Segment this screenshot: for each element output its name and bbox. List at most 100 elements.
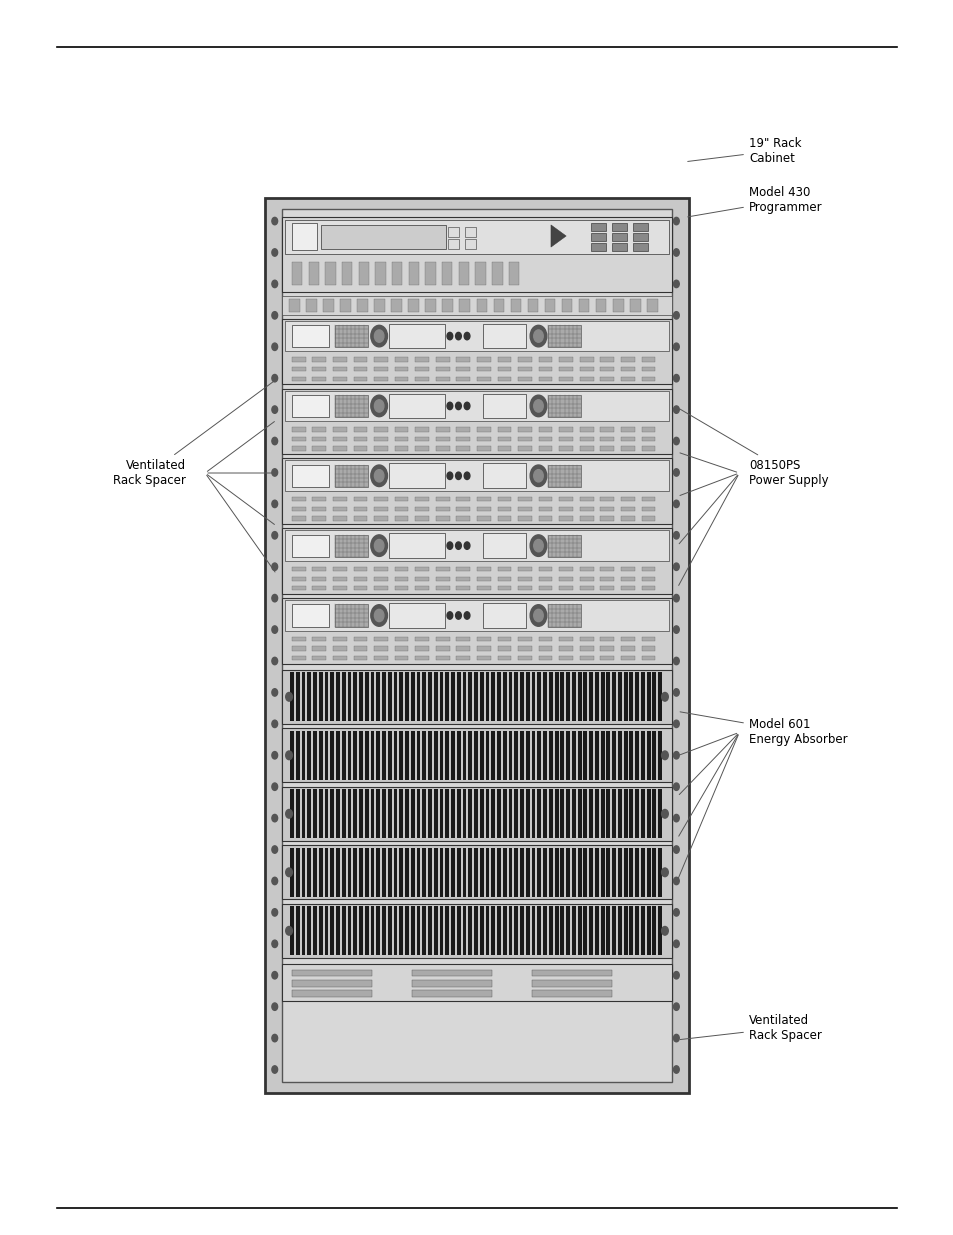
Circle shape	[447, 611, 453, 619]
Bar	[394, 672, 397, 721]
Bar	[451, 906, 455, 956]
Bar	[313, 357, 326, 362]
Bar	[375, 672, 379, 721]
Bar	[333, 357, 346, 362]
Bar	[388, 847, 392, 897]
Bar	[632, 243, 647, 251]
Bar	[456, 427, 470, 431]
Bar	[374, 437, 388, 441]
Bar	[558, 587, 573, 590]
Circle shape	[673, 311, 679, 319]
Circle shape	[673, 531, 679, 538]
Bar	[445, 731, 449, 779]
Bar	[295, 672, 299, 721]
Bar	[370, 731, 374, 779]
Bar	[542, 789, 546, 839]
Text: 08150PS
Power Supply: 08150PS Power Supply	[679, 409, 827, 487]
Bar	[347, 731, 351, 779]
Bar	[374, 496, 388, 501]
Bar	[307, 672, 311, 721]
Bar	[538, 637, 552, 641]
Circle shape	[456, 403, 461, 410]
Circle shape	[464, 542, 470, 550]
Bar	[578, 731, 581, 779]
Bar	[341, 731, 345, 779]
Bar	[599, 637, 614, 641]
Bar	[640, 357, 655, 362]
Bar	[451, 847, 455, 897]
Bar	[422, 731, 426, 779]
Bar	[590, 233, 605, 241]
Bar	[476, 516, 490, 521]
Bar	[388, 394, 445, 419]
Bar	[537, 847, 540, 897]
Bar	[468, 672, 472, 721]
Bar	[394, 906, 397, 956]
Bar	[492, 262, 502, 284]
Bar	[354, 357, 367, 362]
Circle shape	[673, 248, 679, 256]
Bar	[476, 446, 490, 451]
Bar	[282, 669, 671, 724]
Bar	[333, 377, 346, 380]
Bar	[491, 847, 495, 897]
Bar	[282, 217, 671, 291]
Bar	[531, 906, 535, 956]
Circle shape	[272, 594, 277, 601]
Bar	[354, 367, 367, 372]
Bar	[436, 646, 449, 651]
Bar	[468, 789, 472, 839]
Bar	[428, 672, 432, 721]
Bar	[447, 240, 458, 248]
Bar	[301, 731, 305, 779]
Bar	[565, 847, 569, 897]
Bar	[579, 516, 593, 521]
Bar	[497, 357, 511, 362]
Bar	[381, 847, 386, 897]
Bar	[640, 377, 655, 380]
Bar	[292, 567, 305, 572]
Bar	[416, 731, 420, 779]
Bar	[640, 646, 655, 651]
Bar	[456, 516, 470, 521]
Bar	[375, 906, 379, 956]
Bar	[476, 299, 487, 312]
Bar	[388, 463, 445, 488]
Bar	[333, 437, 346, 441]
Bar	[341, 847, 345, 897]
Bar	[301, 672, 305, 721]
Bar	[436, 506, 449, 511]
Bar	[517, 437, 531, 441]
Bar	[554, 789, 558, 839]
Bar	[436, 446, 449, 451]
Circle shape	[272, 311, 277, 319]
Bar	[347, 672, 351, 721]
Bar	[456, 357, 470, 362]
Bar	[508, 847, 512, 897]
Bar	[395, 637, 408, 641]
Circle shape	[272, 814, 277, 821]
Bar	[612, 731, 616, 779]
Bar	[395, 496, 408, 501]
Circle shape	[533, 400, 542, 412]
Bar	[292, 464, 329, 487]
Bar	[640, 567, 655, 572]
Bar	[531, 731, 535, 779]
Bar	[335, 789, 339, 839]
Text: Ventilated
Rack Spacer: Ventilated Rack Spacer	[679, 1014, 821, 1041]
Bar	[497, 437, 511, 441]
Bar	[308, 262, 318, 284]
Circle shape	[456, 332, 461, 340]
Bar	[559, 906, 563, 956]
Bar	[583, 672, 587, 721]
Bar	[415, 437, 429, 441]
Bar	[456, 789, 460, 839]
Circle shape	[464, 332, 470, 340]
Circle shape	[673, 469, 679, 477]
Bar	[301, 847, 305, 897]
Bar	[599, 427, 614, 431]
Bar	[374, 506, 388, 511]
Bar	[416, 847, 420, 897]
Bar	[599, 377, 614, 380]
Bar	[439, 672, 443, 721]
